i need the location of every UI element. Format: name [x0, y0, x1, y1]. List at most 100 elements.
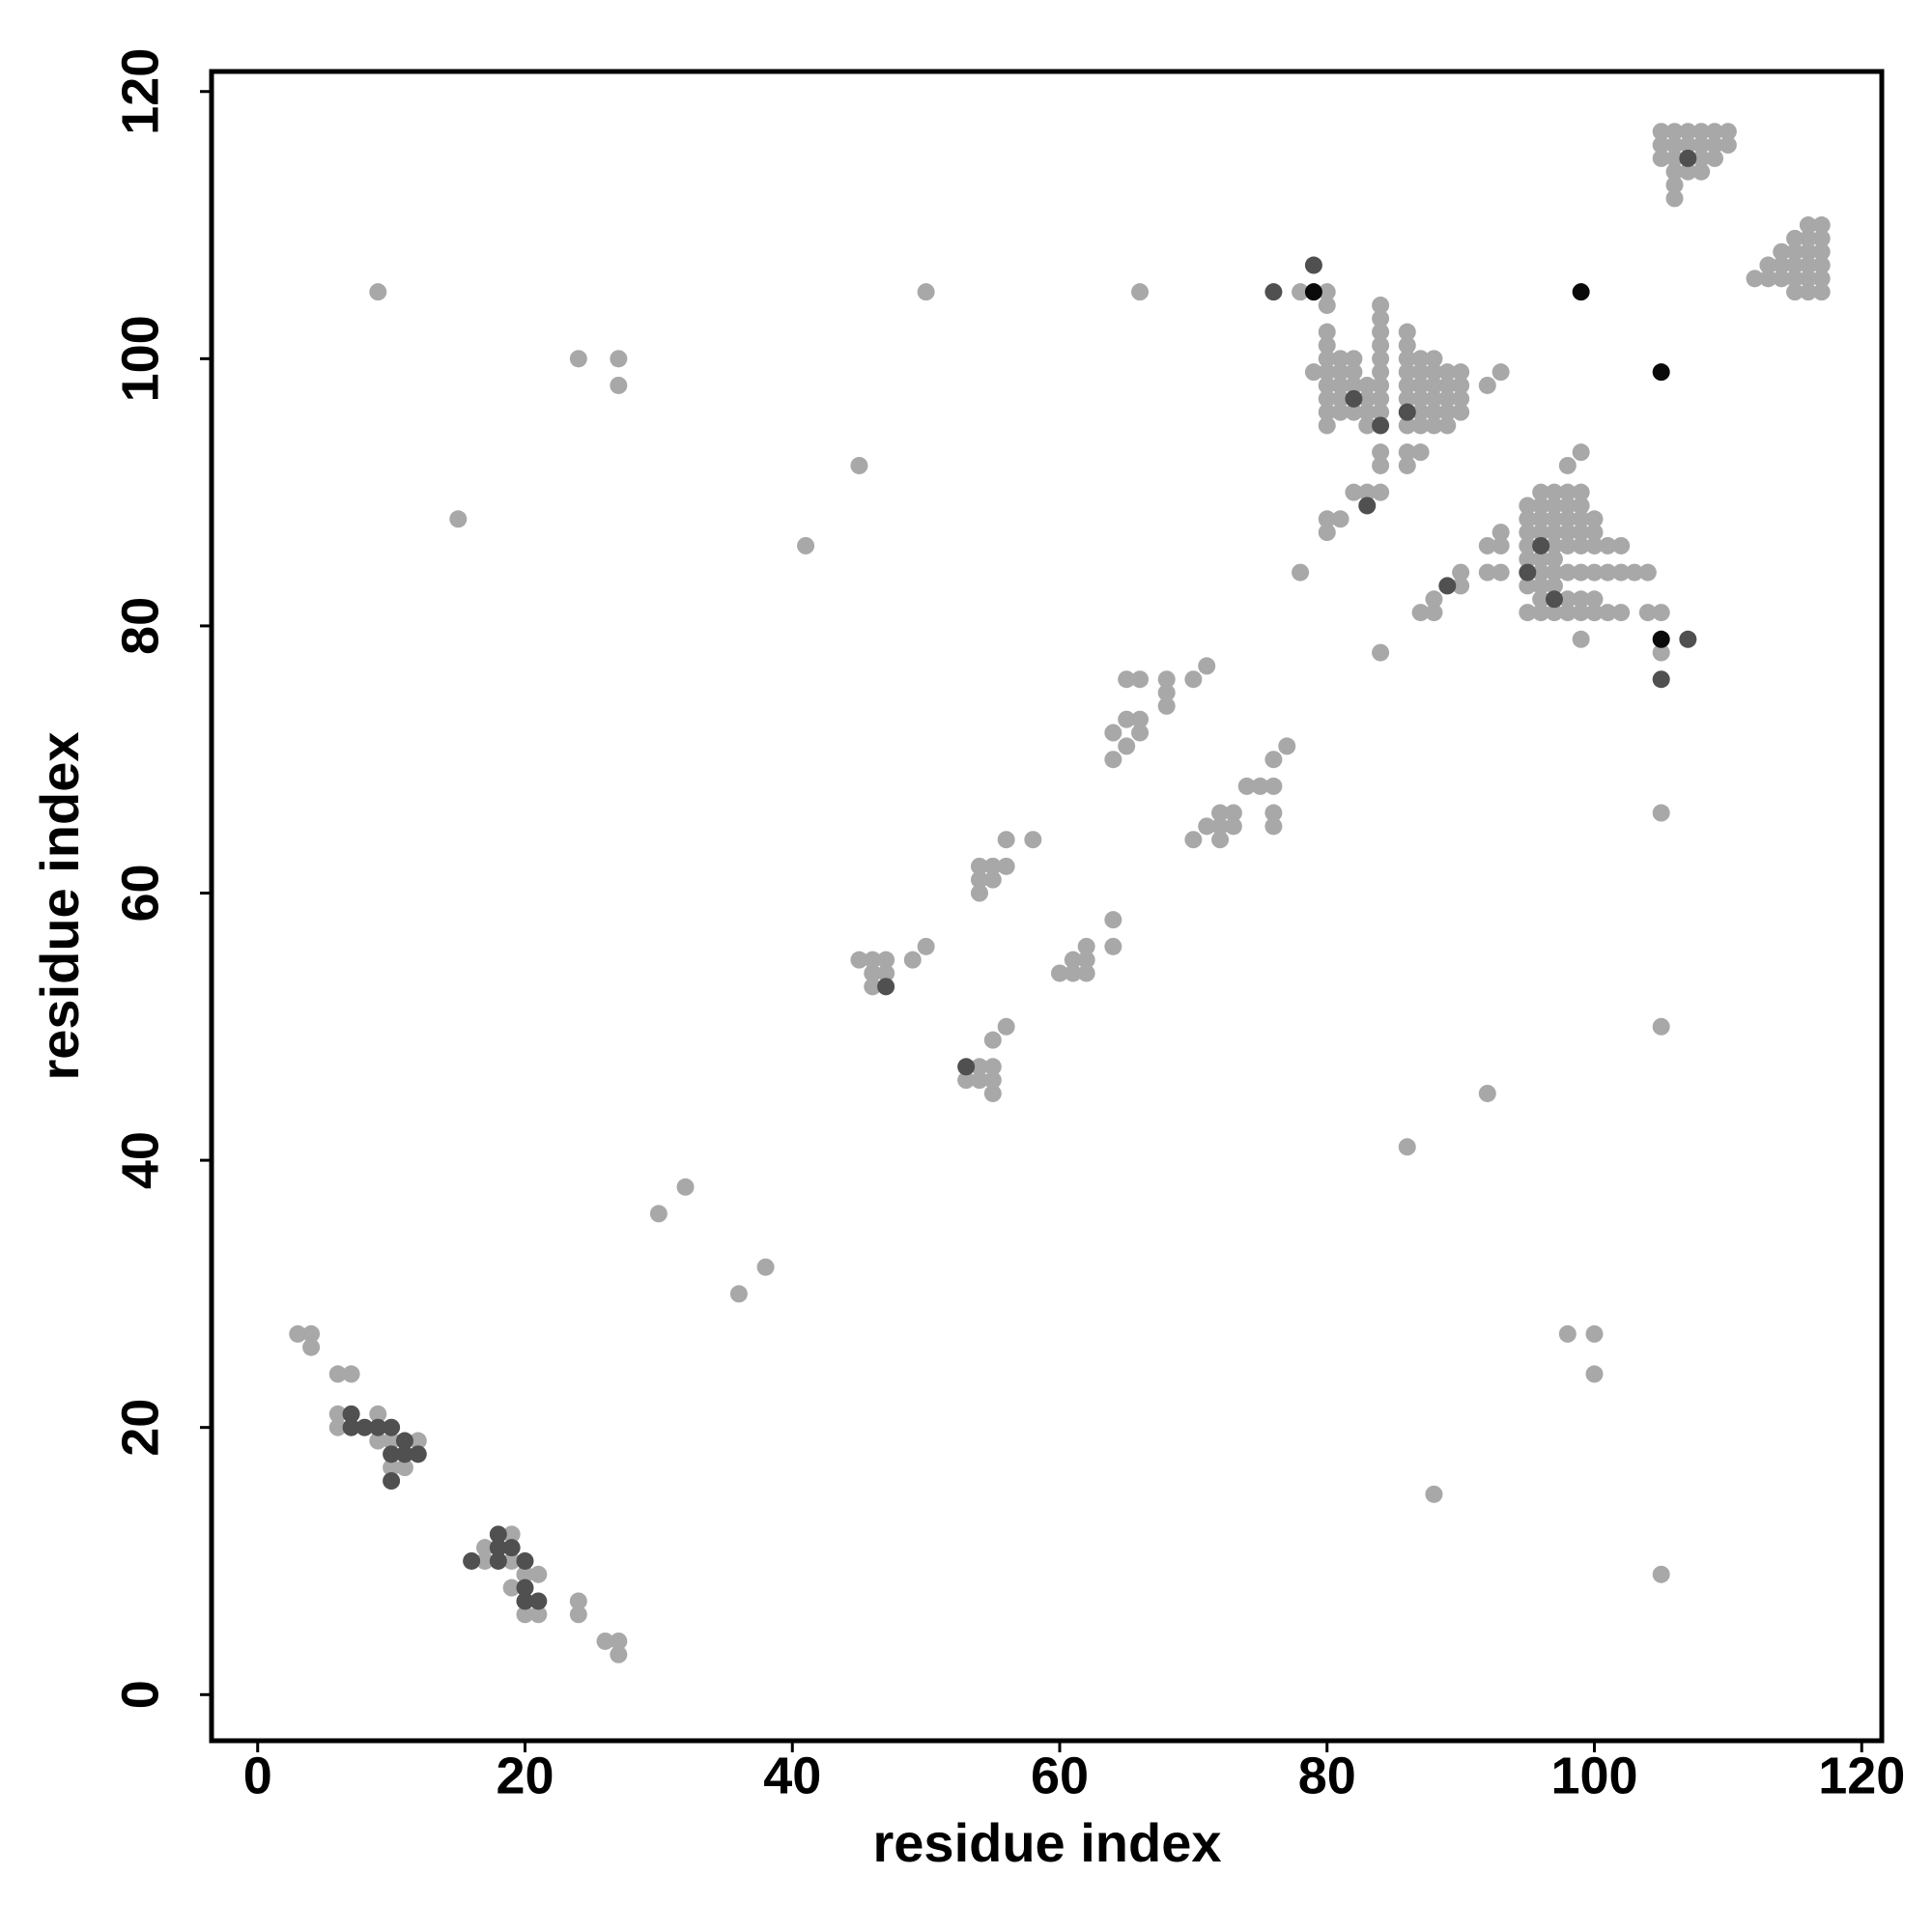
- contact-point: [1572, 483, 1590, 501]
- contact-point: [1558, 604, 1577, 622]
- plot-frame: [209, 69, 1885, 1744]
- contact-point: [516, 1565, 534, 1583]
- contact-point: [1759, 270, 1777, 288]
- contact-point: [1652, 670, 1670, 689]
- contact-point: [1746, 270, 1764, 288]
- contact-point: [1318, 297, 1336, 315]
- contact-point: [1786, 270, 1804, 288]
- contact-point: [1519, 536, 1537, 554]
- contact-point: [1398, 350, 1416, 368]
- contact-point: [970, 884, 988, 902]
- contact-point: [1452, 577, 1470, 595]
- contact-point: [1545, 590, 1563, 609]
- contact-point: [1372, 389, 1390, 408]
- contact-point: [1438, 363, 1457, 382]
- x-tick-label: 20: [496, 1747, 554, 1804]
- contact-point: [1372, 456, 1390, 474]
- contact-point: [877, 978, 895, 996]
- contact-point: [529, 1605, 548, 1624]
- contact-point: [1104, 751, 1122, 769]
- contact-point: [1345, 376, 1363, 394]
- contact-point: [1652, 1565, 1670, 1583]
- contact-point: [529, 1592, 548, 1610]
- contact-point: [502, 1525, 521, 1544]
- contact-point: [1599, 604, 1617, 622]
- contact-point: [997, 831, 1015, 849]
- contact-point: [489, 1539, 507, 1557]
- contact-point: [1184, 831, 1203, 849]
- contact-point: [649, 1205, 668, 1223]
- contact-point: [1558, 524, 1577, 542]
- contact-point: [1304, 363, 1322, 382]
- contact-point: [1692, 136, 1711, 155]
- contact-point: [1665, 149, 1684, 167]
- contact-point: [1358, 416, 1377, 435]
- contact-point: [328, 1405, 347, 1423]
- contact-point: [516, 1592, 534, 1610]
- contact-point: [1064, 951, 1082, 969]
- contact-point: [1264, 777, 1283, 795]
- contact-point: [1679, 149, 1697, 167]
- contact-point: [1812, 229, 1831, 247]
- contact-point: [1278, 737, 1296, 755]
- x-axis-label: residue index: [872, 1812, 1221, 1873]
- contact-point: [1372, 323, 1390, 341]
- contact-point: [1331, 389, 1350, 408]
- contact-point: [489, 1551, 507, 1570]
- contact-point: [1118, 737, 1136, 755]
- x-tick-label: 0: [243, 1747, 272, 1804]
- contact-point: [1024, 831, 1042, 849]
- contact-point: [1706, 136, 1724, 155]
- contact-point: [1558, 563, 1577, 582]
- contact-point: [1585, 1365, 1604, 1383]
- contact-point: [1612, 604, 1631, 622]
- contact-point: [917, 283, 935, 301]
- contact-point: [1585, 524, 1604, 542]
- contact-point: [610, 1645, 628, 1663]
- contact-point: [1438, 403, 1457, 421]
- y-tick-label: 120: [111, 48, 169, 135]
- contact-point: [1304, 283, 1322, 301]
- contact-point: [1398, 389, 1416, 408]
- contact-point: [864, 964, 882, 982]
- contact-point: [1264, 817, 1283, 836]
- contact-point: [1425, 1485, 1443, 1503]
- contact-point: [983, 857, 1002, 875]
- contact-point: [1478, 536, 1496, 554]
- contact-point: [1812, 256, 1831, 274]
- contact-point: [1545, 483, 1563, 501]
- contact-point: [1358, 483, 1377, 501]
- contact-point: [1077, 937, 1095, 955]
- contact-point: [1211, 804, 1230, 822]
- contact-point: [502, 1551, 521, 1570]
- contact-point: [676, 1178, 695, 1196]
- contact-point: [1318, 524, 1336, 542]
- contact-point: [1318, 510, 1336, 528]
- contact-point: [1558, 497, 1577, 515]
- contact-point: [1398, 1138, 1416, 1156]
- contact-point: [797, 536, 815, 554]
- contact-point: [983, 870, 1002, 889]
- contact-point: [1665, 189, 1684, 208]
- contact-point: [1345, 350, 1363, 368]
- contact-point: [1773, 242, 1791, 261]
- contact-point: [756, 1258, 775, 1276]
- contact-point: [1532, 536, 1550, 554]
- contact-point: [1104, 724, 1122, 742]
- contact-point: [516, 1605, 534, 1624]
- contact-point: [1532, 483, 1550, 501]
- contact-point: [1545, 604, 1563, 622]
- contact-point: [395, 1459, 413, 1477]
- contact-point: [1612, 536, 1631, 554]
- contact-point: [1131, 670, 1150, 689]
- contact-point: [1558, 510, 1577, 528]
- contact-point: [369, 1405, 387, 1423]
- contact-point: [1558, 483, 1577, 501]
- contact-point: [1585, 1324, 1604, 1343]
- contact-point: [983, 1084, 1002, 1102]
- contact-point: [1532, 563, 1550, 582]
- contact-point: [1492, 563, 1510, 582]
- contact-point: [1104, 911, 1122, 929]
- contact-point: [1558, 590, 1577, 609]
- contact-point: [1799, 283, 1817, 301]
